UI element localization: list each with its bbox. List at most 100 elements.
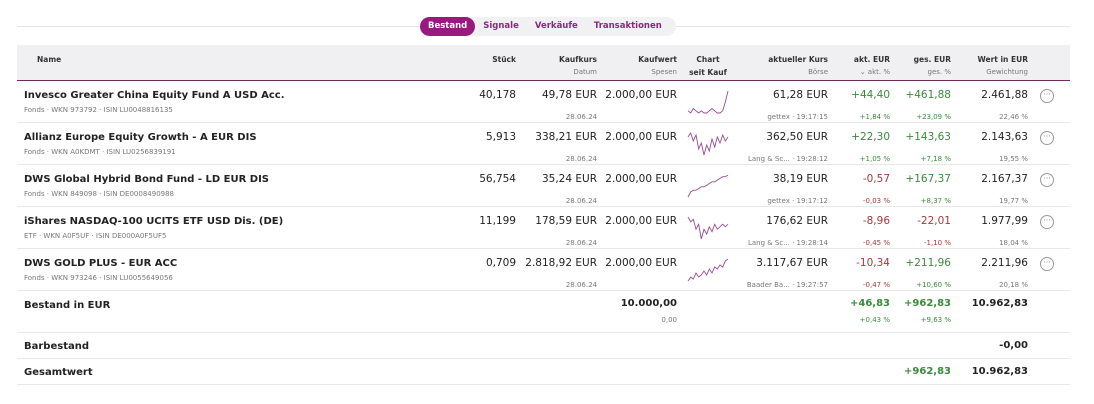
position-kurs: 362,50 EUR Lang & Sc... · 19:28:12 — [718, 131, 828, 163]
ges-pct-value: -1,10 % — [924, 239, 951, 247]
akt-eur-value: -8,96 — [862, 215, 890, 227]
ges-pct-value: +23,09 % — [916, 113, 951, 121]
position-stueck: 0,709 — [485, 257, 516, 269]
position-akt: -0,57 -0,03 % — [830, 173, 890, 205]
col-wert[interactable]: Wert in EUR Gewichtung — [953, 53, 1029, 79]
wert-value: 2.461,88 — [981, 89, 1028, 101]
position-name[interactable]: iShares NASDAQ-100 UCITS ETF USD Dis. (D… — [24, 216, 284, 227]
bestand-kaufwert: 10.000,00 0,00 — [587, 298, 677, 324]
position-kaufwert: 2.000,00 EUR — [587, 131, 677, 143]
bestand-kaufwert-value: 10.000,00 — [620, 298, 677, 309]
view-tabs: Bestand Signale Verkäufe Transaktionen — [420, 17, 676, 36]
position-stueck: 11,199 — [479, 215, 516, 227]
ges-pct-value: +8,37 % — [920, 197, 951, 205]
bestand-akt: +46,83 +0,43 % — [830, 298, 890, 324]
position-row[interactable]: DWS Global Hybrid Bond Fund - LD EUR DIS… — [17, 165, 1070, 207]
sparkline-chart[interactable] — [686, 129, 730, 157]
boerse-time: Baader Ba... · 19:27:57 — [746, 281, 828, 289]
kaufwert-value: 2.000,00 EUR — [605, 257, 677, 269]
kaufwert-value: 2.000,00 EUR — [605, 173, 677, 185]
position-meta: ETF · WKN A0F5UF · ISIN DE000A0F5UF5 — [24, 232, 167, 240]
position-ges: +461,88 +23,09 % — [891, 89, 951, 121]
col-kaufwert[interactable]: Kaufwert Spesen — [587, 53, 677, 79]
position-akt: -10,34 -0,47 % — [830, 257, 890, 289]
akt-pct-value: +1,84 % — [859, 113, 890, 121]
kaufwert-value: 2.000,00 EUR — [605, 89, 677, 101]
gewichtung-value: 18,04 % — [999, 239, 1028, 247]
col-akt[interactable]: akt. EUR ⌄ akt. % — [830, 53, 890, 79]
kaufwert-value: 2.000,00 EUR — [605, 131, 677, 143]
sparkline-chart[interactable] — [686, 213, 730, 241]
more-options-icon[interactable]: ··· — [1040, 257, 1054, 271]
bestand-akt-pct: +0,43 % — [859, 316, 890, 324]
col-kaufkurs-label: Kaufkurs — [559, 55, 597, 64]
kaufwert-value: 2.000,00 EUR — [605, 215, 677, 227]
more-options-icon[interactable]: ··· — [1040, 173, 1054, 187]
position-ges: +143,63 +7,18 % — [891, 131, 951, 163]
sparkline-chart[interactable] — [686, 171, 730, 199]
tab-transaktionen[interactable]: Transaktionen — [593, 21, 662, 31]
kaufkurs-value: 178,59 EUR — [535, 215, 597, 227]
col-kaufkurs[interactable]: Kaufkurs Datum — [507, 53, 597, 79]
kauf-datum: 28.06.24 — [565, 281, 597, 289]
position-kaufwert: 2.000,00 EUR — [587, 257, 677, 269]
col-ges[interactable]: ges. EUR ges. % — [891, 53, 951, 79]
position-name[interactable]: DWS Global Hybrid Bond Fund - LD EUR DIS — [24, 174, 269, 185]
position-kurs: 61,28 EUR gettex · 19:17:15 — [718, 89, 828, 121]
kaufkurs-value: 338,21 EUR — [535, 131, 597, 143]
boerse-time: gettex · 19:17:12 — [767, 197, 828, 205]
barbestand-wert-value: -0,00 — [999, 340, 1028, 351]
position-name[interactable]: Allianz Europe Equity Growth - A EUR DIS — [24, 132, 257, 143]
gewichtung-value: 20,18 % — [999, 281, 1028, 289]
position-stueck: 56,754 — [479, 173, 516, 185]
sparkline-line — [687, 90, 729, 114]
bestand-wert: 10.962,83 — [953, 298, 1028, 309]
ges-eur-value: +143,63 — [905, 131, 951, 143]
ges-eur-value: -22,01 — [917, 215, 951, 227]
col-name[interactable]: Name — [37, 55, 62, 64]
kurs-value: 176,62 EUR — [766, 215, 828, 227]
wert-value: 2.143,63 — [981, 131, 1028, 143]
position-name[interactable]: Invesco Greater China Equity Fund A USD … — [24, 90, 285, 101]
kauf-datum: 28.06.24 — [565, 197, 597, 205]
barbestand-wert: -0,00 — [953, 340, 1028, 351]
tab-bestand[interactable]: Bestand — [420, 17, 476, 36]
bestand-akt-eur: +46,83 — [849, 298, 890, 309]
more-options-icon[interactable]: ··· — [1040, 131, 1054, 145]
gewichtung-value: 19,77 % — [999, 197, 1028, 205]
col-seit-kauf-label: seit Kauf — [689, 68, 727, 77]
position-name[interactable]: DWS GOLD PLUS - EUR ACC — [24, 258, 178, 269]
ges-eur-value: +461,88 — [905, 89, 951, 101]
position-row[interactable]: Invesco Greater China Equity Fund A USD … — [17, 81, 1070, 123]
position-wert: 2.211,96 20,18 % — [953, 257, 1028, 289]
sparkline-chart[interactable] — [686, 87, 730, 115]
tab-verkaeufe[interactable]: Verkäufe — [534, 21, 578, 31]
kurs-value: 362,50 EUR — [766, 131, 828, 143]
col-kurs[interactable]: aktueller Kurs Börse — [718, 53, 828, 79]
wert-value: 2.211,96 — [981, 257, 1028, 269]
position-kaufwert: 2.000,00 EUR — [587, 173, 677, 185]
gesamtwert-wert-value: 10.962,83 — [971, 366, 1028, 377]
position-meta: Fonds · WKN 973246 · ISIN LU0055649056 — [24, 274, 173, 282]
position-row[interactable]: iShares NASDAQ-100 UCITS ETF USD Dis. (D… — [17, 207, 1070, 249]
position-kurs: 3.117,67 EUR Baader Ba... · 19:27:57 — [718, 257, 828, 289]
position-wert: 2.167,37 19,77 % — [953, 173, 1028, 205]
kaufkurs-value: 2.818,92 EUR — [525, 257, 597, 269]
position-stueck: 40,178 — [479, 89, 516, 101]
col-stueck[interactable]: Stück — [492, 55, 516, 64]
sparkline-line — [687, 174, 729, 198]
sparkline-chart[interactable] — [686, 255, 730, 283]
more-options-icon[interactable]: ··· — [1040, 215, 1054, 229]
tab-signale[interactable]: Signale — [483, 21, 519, 31]
position-akt: +22,30 +1,05 % — [830, 131, 890, 163]
bestand-spesen: 0,00 — [661, 316, 677, 324]
ges-pct-value: +7,18 % — [920, 155, 951, 163]
position-kaufkurs: 2.818,92 EUR 28.06.24 — [507, 257, 597, 289]
akt-pct-value: -0,47 % — [863, 281, 890, 289]
position-row[interactable]: Allianz Europe Equity Growth - A EUR DIS… — [17, 123, 1070, 165]
gesamtwert-label: Gesamtwert — [24, 367, 93, 378]
bestand-label: Bestand in EUR — [24, 300, 111, 311]
more-options-icon[interactable]: ··· — [1040, 89, 1054, 103]
position-kurs: 176,62 EUR Lang & Sc... · 19:28:14 — [718, 215, 828, 247]
position-row[interactable]: DWS GOLD PLUS - EUR ACC Fonds · WKN 9732… — [17, 249, 1070, 291]
